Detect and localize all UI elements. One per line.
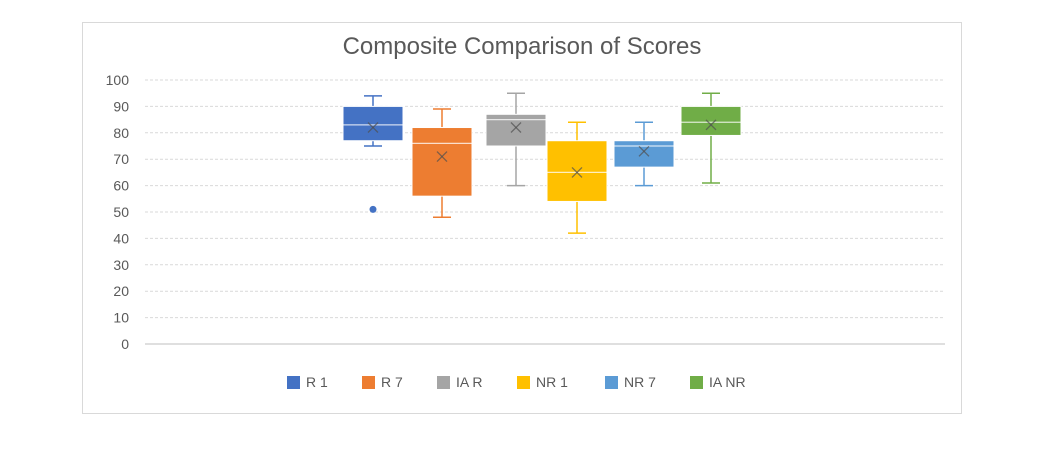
y-tick-label-30: 30 xyxy=(113,257,129,273)
legend-swatch-r-1 xyxy=(287,376,300,389)
mean-marker-b xyxy=(705,119,717,131)
y-tick-label-80: 80 xyxy=(113,125,129,141)
iqr-box xyxy=(546,140,608,202)
y-tick-label-20: 20 xyxy=(113,283,129,299)
iqr-box xyxy=(613,140,675,168)
legend-swatch-r-7 xyxy=(362,376,375,389)
y-tick-label-40: 40 xyxy=(113,230,129,246)
y-tick-label-10: 10 xyxy=(113,310,129,326)
legend-label-nr-1: NR 1 xyxy=(536,374,568,390)
legend-swatch-ia-r xyxy=(437,376,450,389)
y-tick-label-70: 70 xyxy=(113,151,129,167)
iqr-box xyxy=(411,127,473,197)
chart-title: Composite Comparison of Scores xyxy=(342,33,702,60)
legend-label-ia-r: IA R xyxy=(456,374,482,390)
box-ia-r xyxy=(485,92,547,187)
legend-label-r-1: R 1 xyxy=(306,374,328,390)
legend: R 1 R 7 IA R NR 1 NR 7 IA NR xyxy=(287,374,746,390)
boxes xyxy=(342,92,742,234)
iqr-box xyxy=(342,105,404,142)
box-nr-7 xyxy=(613,121,675,187)
chart-frame: Composite Comparison of Scores 0 10 20 30 40… xyxy=(82,22,962,414)
legend-label-r-7: R 7 xyxy=(381,374,403,390)
mean-marker-b xyxy=(367,122,379,133)
mean-marker-b xyxy=(436,151,448,163)
mean-marker-b xyxy=(638,145,650,157)
y-tick-label-0: 0 xyxy=(121,336,129,352)
y-tick-label-100: 100 xyxy=(106,72,130,88)
box-r-7 xyxy=(411,108,473,219)
outlier-point xyxy=(369,205,377,213)
y-tick-label-60: 60 xyxy=(113,178,129,194)
y-axis: 0 10 20 30 40 50 60 70 80 90 100 xyxy=(106,72,130,352)
box-r-1 xyxy=(342,95,404,213)
legend-label-nr-7: NR 7 xyxy=(624,374,656,390)
mean-marker-b xyxy=(510,122,522,133)
mean-marker-b xyxy=(571,166,583,178)
legend-swatch-nr-1 xyxy=(517,376,530,389)
legend-swatch-ia-nr xyxy=(690,376,703,389)
box-ia-nr xyxy=(680,92,742,184)
box-plot-chart: 0 10 20 30 40 50 60 70 80 90 100 R 1 R 7 IA R NR 1 NR … xyxy=(106,72,945,390)
legend-swatch-nr-7 xyxy=(605,376,618,389)
legend-label-ia-nr: IA NR xyxy=(709,374,746,390)
box-nr-1 xyxy=(546,121,608,234)
y-tick-label-90: 90 xyxy=(113,98,129,114)
y-tick-label-50: 50 xyxy=(113,204,129,220)
iqr-box xyxy=(680,105,742,136)
